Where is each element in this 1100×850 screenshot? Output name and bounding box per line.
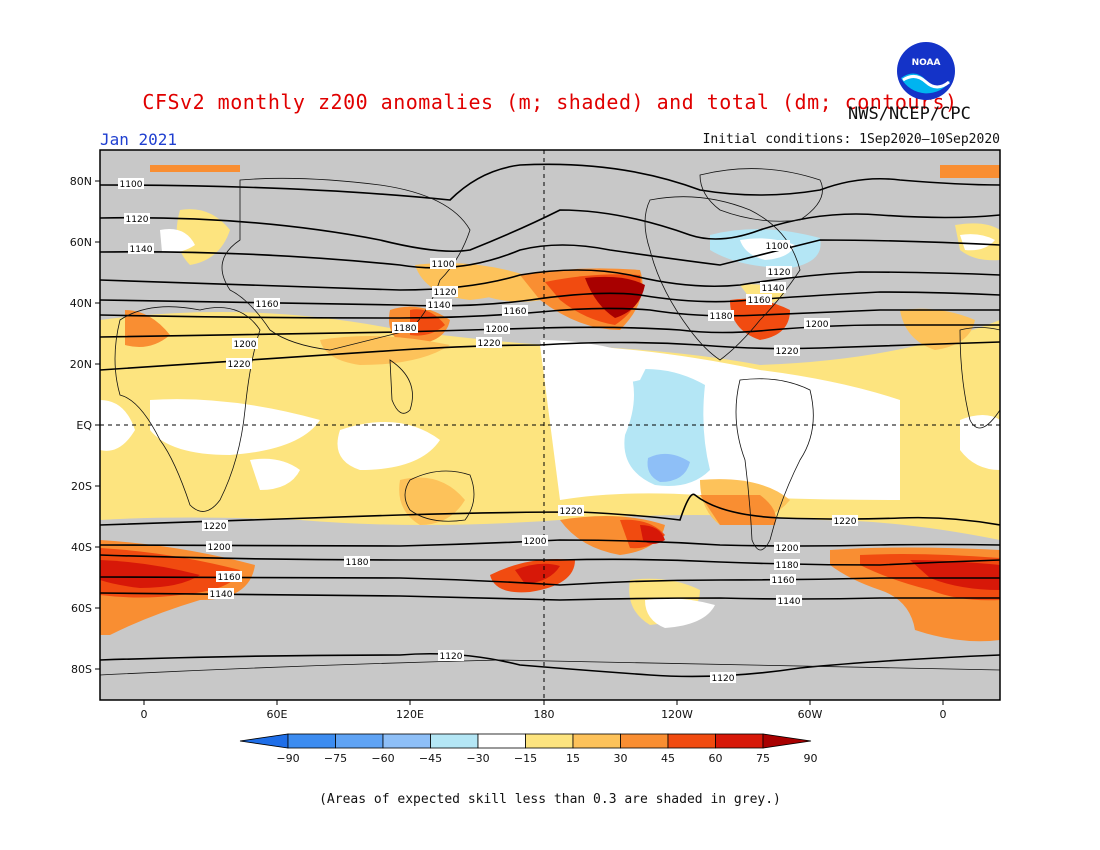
lat-label: 60N [70,236,92,249]
africa-near-neutral [150,399,320,455]
contour-label: 1200 [806,320,829,330]
contour-label: 1160 [218,573,241,583]
latitude-labels: 80N 60N 40N 20N EQ 20S 40S 60S 80S [70,175,93,676]
colorbar-label: 90 [804,752,818,765]
colorbar-segment [382,733,431,749]
contour-label: 1200 [208,543,231,553]
contour-label: 1160 [256,300,279,310]
lat-label: 80N [70,175,92,188]
colorbar-segment [525,733,574,749]
lat-label: 60S [71,602,92,615]
contour-label: 1200 [234,340,257,350]
colorbar-segment [430,733,479,749]
lat-label: 20S [71,480,92,493]
contour-label: 1120 [434,288,457,298]
colorbar-arrow-right [762,733,812,749]
contour-label: 1100 [766,242,789,252]
contour-label: 1180 [394,324,417,334]
longitude-labels: 0 60E 120E 180 120W 60W 0 [141,708,947,721]
contour-label: 1200 [486,325,509,335]
colorbar-segment [667,733,716,749]
indian-ocean-near-neutral [337,422,440,470]
lon-label: 120E [396,708,424,721]
contour-label: 1180 [776,561,799,571]
height-contours [100,163,1000,678]
colorbar-label: −60 [371,752,394,765]
colorbar: −90 −75 −60 −45 −30 −15 15 30 45 60 75 90 [239,733,818,765]
contour-label: 1120 [768,268,791,278]
contour-label: 1160 [748,296,771,306]
lat-label: 40S [71,541,92,554]
contour-label: 1220 [560,507,583,517]
east-pacific-negative-shading [624,369,710,486]
lon-label: 0 [141,708,148,721]
contour-label: 1180 [710,312,733,322]
contour-label: 1140 [778,597,801,607]
contour-label: 1100 [432,260,455,270]
colorbar-label: −30 [466,752,489,765]
contour-label: 1180 [346,558,369,568]
contour-label: 1140 [428,301,451,311]
contour-label: 1120 [126,215,149,225]
lon-label: 60W [798,708,823,721]
colorbar-label: 30 [614,752,628,765]
contour-label: 1200 [524,537,547,547]
colorbar-label: 75 [756,752,770,765]
contour-label: 1220 [228,360,251,370]
colorbar-segment [715,733,764,749]
noaa-logo-icon: NOAA [897,42,955,100]
colorbar-label: −75 [324,752,347,765]
contour-label: 1220 [478,339,501,349]
colorbar-label: −90 [276,752,299,765]
contour-label: 1140 [130,245,153,255]
lon-label: 120W [661,708,693,721]
agency-label: NWS/NCEP/CPC [848,104,971,124]
colorbar-segment [335,733,384,749]
colorbar-segment [477,733,526,749]
axis-ticks [95,180,944,705]
lon-label: 60E [267,708,288,721]
colorbar-label: −15 [514,752,537,765]
contour-label: 1200 [776,544,799,554]
logo-text: NOAA [912,58,941,68]
contour-label: 1220 [204,522,227,532]
contour-label: 1100 [120,180,143,190]
colorbar-arrow-left [239,733,289,749]
lat-label: 40N [70,297,92,310]
initial-conditions: Initial conditions: 1Sep2020–10Sep2020 [702,132,1000,147]
lon-label: 0 [940,708,947,721]
coastlines [100,168,1000,676]
colorbar-label: 15 [566,752,580,765]
forecast-month: Jan 2021 [100,130,178,149]
contour-label: 1160 [504,307,527,317]
contour-label: 1140 [762,284,785,294]
colorbar-label: 45 [661,752,675,765]
map-title: CFSv2 monthly z200 anomalies (m; shaded)… [142,90,958,114]
colorbar-segment [287,733,336,749]
contour-label: 1120 [440,652,463,662]
contour-label: 1220 [776,347,799,357]
contour-label: 1160 [772,576,795,586]
contour-label: 1140 [210,590,233,600]
colorbar-label: 60 [709,752,723,765]
contour-label: 1120 [712,674,735,684]
contour-label-group: 1100 1120 1140 1160 1180 1200 1220 1100 … [118,178,858,684]
colorbar-segment [620,733,669,749]
map-area: 1100 1120 1140 1160 1180 1200 1220 1100 … [100,150,1000,700]
lat-label: EQ [76,419,92,432]
lon-label: 180 [534,708,555,721]
contour-label: 1220 [834,517,857,527]
colorbar-segment [572,733,621,749]
skill-footnote: (Areas of expected skill less than 0.3 a… [319,792,781,807]
lat-label: 20N [70,358,92,371]
lat-label: 80S [71,663,92,676]
colorbar-label: −45 [419,752,442,765]
